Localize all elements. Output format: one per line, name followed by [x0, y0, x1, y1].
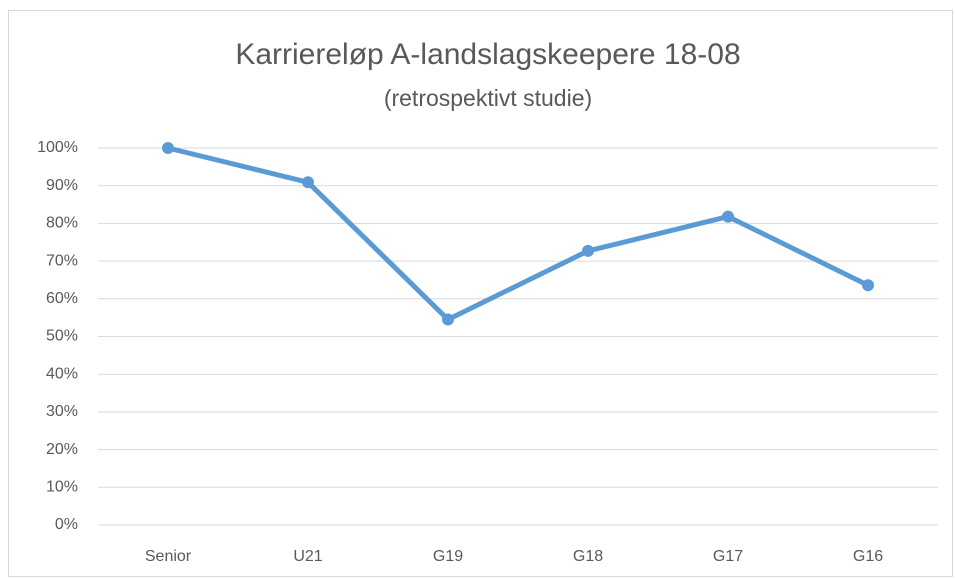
y-tick-label: 80%: [46, 215, 78, 232]
y-tick-label: 30%: [46, 403, 78, 420]
chart-subtitle: (retrospektivt studie): [384, 85, 592, 111]
y-tick-label: 90%: [46, 177, 78, 194]
point: [302, 176, 314, 189]
line: [165, 145, 871, 323]
chart-title: Karriereløp A-landslagskeepere 18-08: [235, 38, 740, 71]
chart-border: [8, 10, 953, 577]
y-tick-label: 50%: [46, 328, 78, 345]
y-tick-label: 70%: [46, 252, 78, 269]
y-tick-label: 20%: [46, 441, 78, 458]
point: [722, 210, 734, 223]
x-tick-label: G19: [433, 548, 463, 565]
y-tick-label: 0%: [55, 516, 78, 533]
x-tick-label: G18: [573, 548, 603, 565]
x-tick-label: Senior: [145, 548, 192, 565]
point: [442, 313, 454, 326]
y-tick-label: 60%: [46, 290, 78, 307]
y-tick-label: 100%: [37, 139, 78, 156]
point: [162, 142, 174, 154]
y-tick-label: 40%: [46, 365, 78, 382]
x-tick-label: G16: [853, 548, 883, 565]
point: [582, 244, 594, 257]
y-tick-label: 10%: [46, 479, 78, 496]
x-tick-label: G17: [713, 548, 743, 565]
point: [862, 279, 874, 292]
x-tick-label: U21: [293, 548, 322, 565]
